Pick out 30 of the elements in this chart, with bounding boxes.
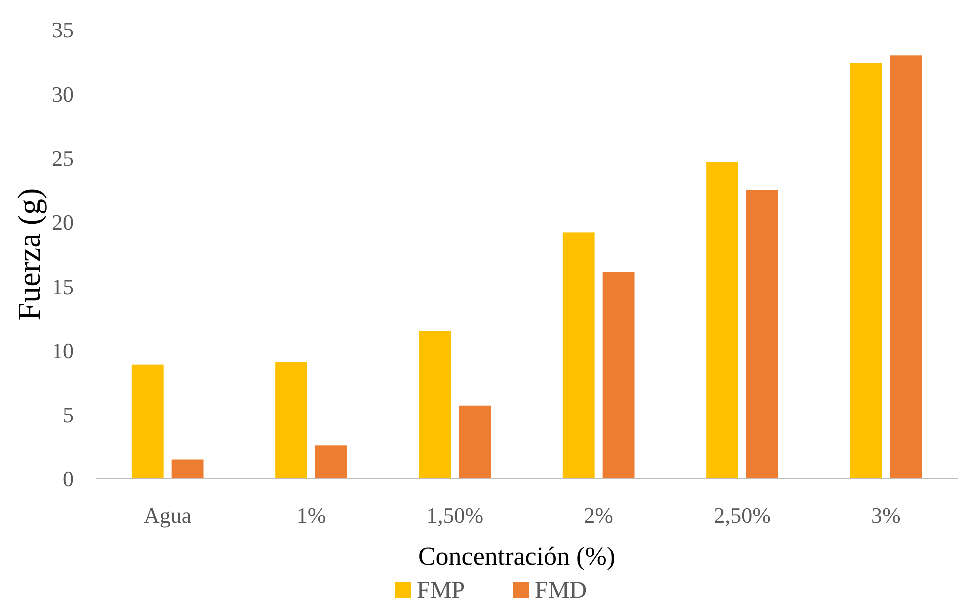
x-tick-label: Agua <box>144 503 192 528</box>
x-axis-title: Concentración (%) <box>418 542 616 571</box>
bar <box>419 331 452 479</box>
bar <box>172 460 204 479</box>
bar <box>602 272 635 479</box>
y-tick-label: 15 <box>52 274 74 300</box>
x-tick-label: 1,50% <box>426 503 484 528</box>
y-tick-label: 10 <box>52 338 74 364</box>
y-axis-title: Fuerza (g) <box>11 188 47 321</box>
bar <box>706 162 738 479</box>
y-tick-label: 20 <box>52 210 74 236</box>
x-tick-label: 3% <box>872 503 901 528</box>
legend-label: FMP <box>417 578 466 604</box>
bar <box>316 446 348 479</box>
bar <box>276 362 308 479</box>
x-tick-label: 2% <box>584 503 614 528</box>
bar <box>459 406 492 479</box>
x-tick-label: 1% <box>296 503 326 528</box>
bar <box>890 56 922 479</box>
legend-label: FMD <box>535 578 588 604</box>
y-tick-label: 30 <box>52 82 74 107</box>
bar <box>562 232 595 479</box>
bar <box>132 364 164 479</box>
x-tick-label: 2,50% <box>714 503 771 528</box>
bar <box>746 190 778 479</box>
bar <box>850 63 882 479</box>
y-tick-label: 25 <box>52 146 74 171</box>
y-tick-label: 0 <box>63 466 74 492</box>
y-tick-label: 5 <box>63 402 74 428</box>
y-tick-label: 35 <box>52 18 74 43</box>
